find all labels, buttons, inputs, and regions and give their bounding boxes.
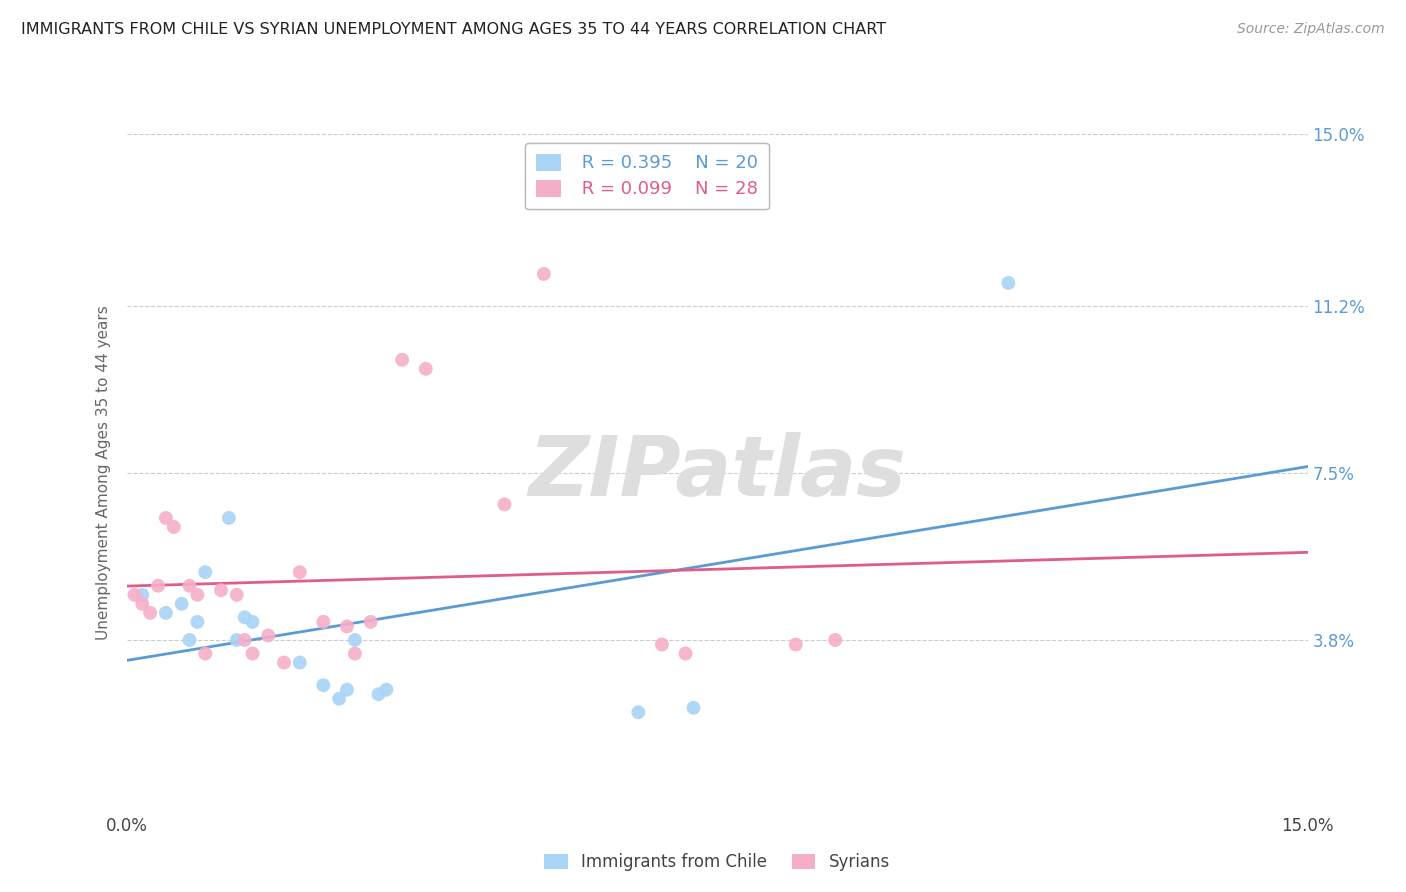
Text: IMMIGRANTS FROM CHILE VS SYRIAN UNEMPLOYMENT AMONG AGES 35 TO 44 YEARS CORRELATI: IMMIGRANTS FROM CHILE VS SYRIAN UNEMPLOY… — [21, 22, 886, 37]
Point — [170, 597, 193, 611]
Point — [124, 588, 146, 602]
Point — [375, 682, 398, 697]
Point — [139, 606, 162, 620]
Point — [785, 638, 807, 652]
Legend: Immigrants from Chile, Syrians: Immigrants from Chile, Syrians — [537, 847, 897, 878]
Point — [627, 706, 650, 720]
Point — [209, 583, 232, 598]
Point — [415, 361, 437, 376]
Point — [367, 687, 389, 701]
Point — [533, 267, 555, 281]
Point — [682, 700, 704, 714]
Point — [163, 520, 186, 534]
Point — [336, 682, 359, 697]
Point — [194, 647, 217, 661]
Point — [242, 615, 264, 629]
Point — [194, 565, 217, 579]
Text: ZIPatlas: ZIPatlas — [529, 433, 905, 513]
Point — [494, 497, 516, 511]
Point — [218, 511, 240, 525]
Point — [343, 647, 366, 661]
Point — [186, 615, 208, 629]
Point — [328, 691, 350, 706]
Point — [242, 647, 264, 661]
Point — [179, 632, 201, 647]
Point — [312, 678, 335, 692]
Point — [343, 632, 366, 647]
Point — [391, 352, 413, 367]
Point — [131, 597, 153, 611]
Point — [233, 632, 256, 647]
Point — [257, 628, 280, 642]
Point — [233, 610, 256, 624]
Point — [225, 588, 247, 602]
Point — [824, 632, 846, 647]
Point — [651, 638, 673, 652]
Point — [131, 588, 153, 602]
Point — [146, 579, 169, 593]
Y-axis label: Unemployment Among Ages 35 to 44 years: Unemployment Among Ages 35 to 44 years — [96, 305, 111, 640]
Point — [155, 511, 177, 525]
Point — [155, 606, 177, 620]
Point — [179, 579, 201, 593]
Point — [273, 656, 295, 670]
Point — [312, 615, 335, 629]
Point — [675, 647, 697, 661]
Point — [288, 656, 311, 670]
Point — [288, 565, 311, 579]
Point — [186, 588, 208, 602]
Point — [997, 276, 1019, 290]
Point — [336, 619, 359, 633]
Point — [225, 632, 247, 647]
Text: Source: ZipAtlas.com: Source: ZipAtlas.com — [1237, 22, 1385, 37]
Point — [360, 615, 382, 629]
